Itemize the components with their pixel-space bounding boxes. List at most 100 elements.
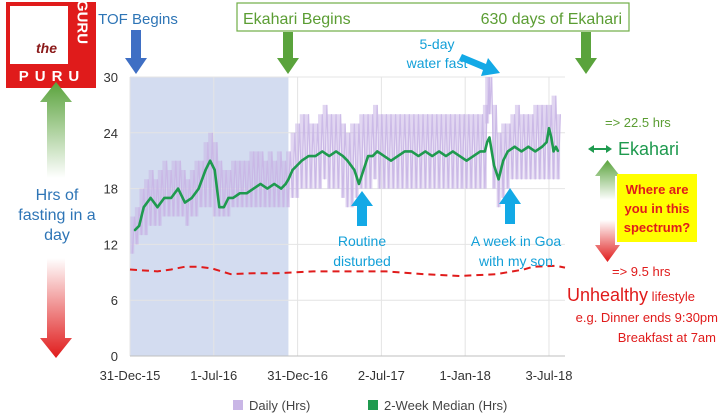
median-point <box>284 183 287 185</box>
median-point <box>397 155 399 157</box>
median-point <box>472 155 475 157</box>
median-point <box>541 145 543 148</box>
median-point <box>314 155 317 157</box>
x-tick-4: 1-Jan-18 <box>440 368 491 383</box>
median-point <box>438 150 440 153</box>
logo-word-the: the <box>36 40 57 56</box>
more-fasting-arrow-icon <box>40 82 72 178</box>
median-point <box>367 155 369 157</box>
median-point <box>291 169 294 171</box>
legend-label-0: Daily (Hrs) <box>249 398 310 413</box>
legend: Daily (Hrs) 2-Week Median (Hrs) <box>233 398 507 413</box>
logo-inner-box <box>10 6 68 64</box>
y-tick-0: 0 <box>111 349 118 364</box>
median-point <box>138 225 140 227</box>
unhealthy-word: Unhealthy <box>567 285 648 305</box>
ekahari-begins-arrow-icon <box>277 32 299 74</box>
ekahari-header-box <box>236 2 630 32</box>
median-point <box>484 150 486 153</box>
median-point <box>403 150 406 153</box>
routine-label-line1: Routine <box>338 233 386 249</box>
median-point <box>424 150 427 153</box>
median-point <box>232 197 234 199</box>
hrs-9-label: => 9.5 hrs <box>612 264 671 279</box>
median-point <box>417 155 420 157</box>
median-point <box>163 197 166 199</box>
routine-disturbed-arrow-icon <box>351 191 373 226</box>
median-point <box>545 141 548 143</box>
median-point <box>170 197 173 199</box>
median-point <box>548 127 550 129</box>
median-point <box>346 159 349 162</box>
water-fast-arrow-icon <box>459 54 500 76</box>
median-point <box>287 178 290 181</box>
spectrum-question-line3: spectrum? <box>624 220 691 235</box>
spectrum-question-line2: you in this <box>625 201 690 216</box>
median-point <box>177 187 179 190</box>
logo-word-guru: GURU <box>74 0 91 44</box>
median-point <box>502 159 504 162</box>
lifestyle-word: lifestyle <box>648 289 695 304</box>
median-point <box>273 183 276 185</box>
routine-label-line2: disturbed <box>333 253 391 269</box>
median-point <box>362 169 365 171</box>
median-point <box>213 169 216 171</box>
median-point <box>259 183 262 185</box>
y-tick-6: 6 <box>111 293 118 308</box>
y-axis-tick-labels: 0 6 12 18 24 30 <box>104 70 118 364</box>
spectrum-up-arrow-icon <box>595 160 620 200</box>
x-tick-0: 31-Dec-15 <box>100 368 161 383</box>
days-of-ekahari-label: 630 days of Ekahari <box>481 11 622 28</box>
legend-label-1: 2-Week Median (Hrs) <box>384 398 507 413</box>
water-fast-label-line2: water fast <box>406 55 468 71</box>
median-point <box>133 229 136 232</box>
spectrum-question-line1: Where are <box>626 182 689 197</box>
median-point <box>410 150 413 153</box>
median-point <box>223 206 225 208</box>
median-point <box>296 164 298 167</box>
median-point <box>383 155 385 157</box>
median-point <box>209 159 211 162</box>
hrs-22-label: => 22.5 hrs <box>605 115 671 130</box>
tof-begins-arrow-icon <box>125 30 147 74</box>
median-point <box>184 201 186 204</box>
y-tick-12: 12 <box>104 237 118 252</box>
median-point <box>204 169 207 171</box>
median-point <box>527 145 530 148</box>
hrs-label-line2: fasting in a <box>18 207 95 224</box>
median-point <box>239 192 241 195</box>
hrs-label-line3: day <box>44 227 70 244</box>
spectrum-down-arrow-icon <box>595 220 620 262</box>
ekahari-label: Ekahari <box>618 139 679 159</box>
unhealthy-reference-line <box>129 264 566 278</box>
median-point <box>488 136 491 139</box>
median-point <box>245 192 248 195</box>
median-point <box>142 206 145 208</box>
median-point <box>513 145 516 148</box>
water-fast-label-line1: 5-day <box>419 36 454 52</box>
goa-label-line2: with my son <box>478 253 553 269</box>
median-point <box>555 145 557 148</box>
days-of-ekahari-arrow-icon <box>575 32 597 74</box>
median-point <box>497 178 500 181</box>
y-tick-18: 18 <box>104 182 118 197</box>
logo-word-puru: PURU <box>19 68 86 85</box>
x-tick-1: 1-Jul-16 <box>190 368 237 383</box>
median-point <box>534 150 537 153</box>
median-point <box>335 150 337 153</box>
legend-swatch-1 <box>368 400 378 410</box>
goa-label-line1: A week in Goa <box>471 233 561 249</box>
median-point <box>376 150 379 153</box>
median-point <box>218 206 221 208</box>
median-point <box>353 169 356 171</box>
median-point <box>358 183 360 185</box>
median-point <box>552 150 555 153</box>
median-point <box>252 187 255 190</box>
median-point <box>465 159 468 162</box>
median-point <box>486 141 488 143</box>
median-point <box>300 159 303 162</box>
median-point <box>156 206 159 208</box>
guru-logo: the GURU PURU <box>6 0 96 88</box>
median-point <box>520 150 523 153</box>
